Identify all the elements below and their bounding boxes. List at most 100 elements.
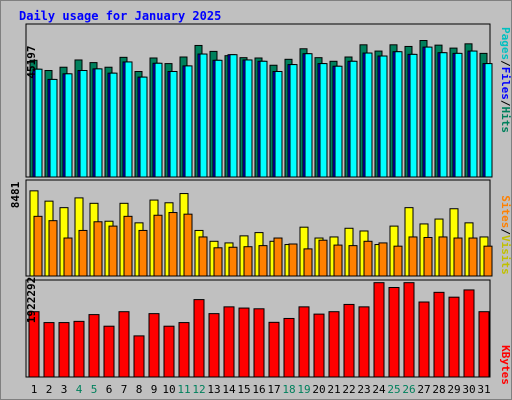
bar-kbytes-day-25 xyxy=(388,286,400,378)
bar-kbytes-day-20 xyxy=(313,313,325,378)
bar-sites-day-28 xyxy=(438,236,448,277)
bar-kbytes-day-6 xyxy=(103,325,115,378)
bar-kbytes-day-18 xyxy=(283,317,295,378)
bar-sites-day-13 xyxy=(213,247,223,277)
bar-sites-day-24 xyxy=(378,242,388,277)
bar-pages-day-9 xyxy=(154,62,163,178)
legend-sep-3: / xyxy=(499,228,512,235)
bar-pages-day-22 xyxy=(349,60,358,178)
bar-kbytes-day-15 xyxy=(238,307,250,378)
bar-pages-day-10 xyxy=(169,71,178,178)
bar-pages-day-7 xyxy=(124,61,133,178)
x-tick-label-day-6: 6 xyxy=(106,383,113,396)
bar-sites-day-1 xyxy=(33,215,43,277)
bar-kbytes-day-14 xyxy=(223,306,235,378)
bar-kbytes-day-28 xyxy=(433,291,445,378)
bar-kbytes-day-5 xyxy=(88,314,100,378)
bar-pages-day-2 xyxy=(49,78,58,178)
x-tick-label-day-15: 15 xyxy=(237,383,250,396)
legend-kbytes: KBytes xyxy=(499,345,512,385)
x-tick-label-day-7: 7 xyxy=(121,383,128,396)
bar-sites-day-12 xyxy=(198,236,208,277)
x-tick-label-day-20: 20 xyxy=(312,383,325,396)
bar-sites-day-14 xyxy=(228,246,238,277)
x-tick-label-day-4: 4 xyxy=(76,383,83,396)
bar-pages-day-14 xyxy=(229,54,238,178)
x-tick-label-day-23: 23 xyxy=(357,383,370,396)
bar-kbytes-day-9 xyxy=(148,313,160,378)
y-scale-label-visits: 8481 xyxy=(9,181,22,208)
bar-sites-day-30 xyxy=(468,237,478,277)
bar-pages-day-15 xyxy=(244,59,253,178)
bar-sites-day-31 xyxy=(483,245,493,277)
legend-hits-files-pages: Pages/Files/Hits xyxy=(499,27,512,133)
x-tick-label-day-17: 17 xyxy=(267,383,280,396)
chart-title: Daily usage for January 2025 xyxy=(19,9,222,23)
bar-pages-day-8 xyxy=(139,76,148,178)
y-scale-label-hits: 45197 xyxy=(25,45,38,78)
legend-visits: Visits xyxy=(499,235,512,275)
bar-pages-day-18 xyxy=(289,64,298,178)
bar-kbytes-day-3 xyxy=(58,322,70,378)
bar-kbytes-day-12 xyxy=(193,299,205,378)
bar-pages-day-16 xyxy=(259,60,268,178)
bar-kbytes-day-2 xyxy=(43,322,55,378)
bar-kbytes-day-21 xyxy=(328,311,340,378)
bar-sites-day-20 xyxy=(318,239,328,277)
bar-kbytes-day-1 xyxy=(28,311,40,378)
bar-sites-day-29 xyxy=(453,237,463,277)
legend-sites: Sites xyxy=(499,195,512,228)
bar-pages-day-4 xyxy=(79,70,88,178)
bar-kbytes-day-31 xyxy=(478,311,490,378)
bar-sites-day-21 xyxy=(333,244,343,277)
bar-sites-day-26 xyxy=(408,236,418,277)
bar-sites-day-3 xyxy=(63,237,73,277)
bar-pages-day-25 xyxy=(394,51,403,178)
bar-kbytes-day-26 xyxy=(403,282,415,378)
x-tick-label-day-9: 9 xyxy=(151,383,158,396)
bar-pages-day-21 xyxy=(334,65,343,178)
x-tick-label-day-19: 19 xyxy=(297,383,310,396)
x-tick-label-day-16: 16 xyxy=(252,383,265,396)
bar-pages-day-1 xyxy=(34,68,43,178)
bar-sites-day-7 xyxy=(123,215,133,277)
x-tick-label-day-14: 14 xyxy=(222,383,236,396)
bar-pages-day-28 xyxy=(439,52,448,178)
bar-pages-day-13 xyxy=(214,59,223,178)
bar-kbytes-day-10 xyxy=(163,325,175,378)
x-axis-labels: 1 2 3 4 5 6 7 8 9 10 11 12 13 14 15 16 17 18 19 20 21 22 23 24 2… xyxy=(31,383,491,396)
x-tick-label-day-12: 12 xyxy=(192,383,205,396)
bar-sites-day-15 xyxy=(243,246,253,277)
x-tick-label-day-27: 27 xyxy=(417,383,430,396)
bar-kbytes-day-23 xyxy=(358,306,370,378)
legend-files: Files xyxy=(499,67,512,100)
x-tick-label-day-25: 25 xyxy=(387,383,400,396)
bar-pages-day-24 xyxy=(379,55,388,178)
bar-kbytes-day-19 xyxy=(298,306,310,378)
bar-sites-day-17 xyxy=(273,237,283,277)
x-tick-label-day-24: 24 xyxy=(372,383,386,396)
x-tick-label-day-29: 29 xyxy=(447,383,460,396)
bar-kbytes-day-22 xyxy=(343,303,355,378)
x-tick-label-day-31: 31 xyxy=(477,383,490,396)
chart-bars xyxy=(28,40,493,378)
x-tick-label-day-30: 30 xyxy=(462,383,475,396)
bar-kbytes-day-30 xyxy=(463,289,475,378)
bar-sites-day-16 xyxy=(258,245,268,277)
x-tick-label-day-21: 21 xyxy=(327,383,340,396)
bar-sites-day-11 xyxy=(183,213,193,277)
bar-pages-day-6 xyxy=(109,72,118,178)
y-scale-label-kbytes: 1922292 xyxy=(25,277,38,323)
x-tick-label-day-13: 13 xyxy=(207,383,220,396)
bar-sites-day-22 xyxy=(348,245,358,277)
x-tick-label-day-8: 8 xyxy=(136,383,143,396)
bar-kbytes-day-24 xyxy=(373,282,385,378)
bar-pages-day-5 xyxy=(94,68,103,178)
bar-sites-day-18 xyxy=(288,243,298,277)
x-tick-label-day-11: 11 xyxy=(177,383,190,396)
bar-pages-day-31 xyxy=(484,63,493,178)
bar-kbytes-day-17 xyxy=(268,321,280,378)
x-tick-label-day-18: 18 xyxy=(282,383,295,396)
bar-kbytes-day-8 xyxy=(133,335,145,378)
